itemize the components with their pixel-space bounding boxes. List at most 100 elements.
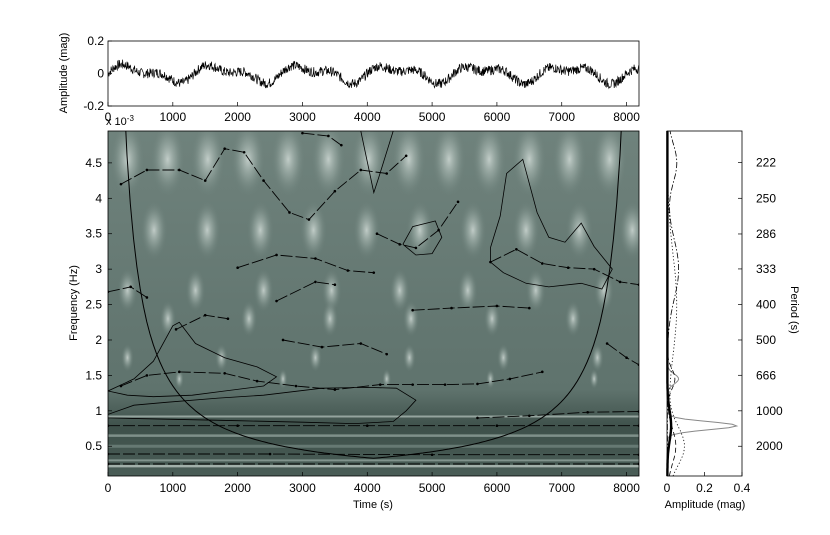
ridge-point	[359, 168, 363, 172]
power-spot	[459, 200, 487, 261]
ridge-point	[625, 356, 628, 359]
global-spectrum-panel: 0 0.2 0.4 222 250 286 333 400 500 666 1000 2000 Am…	[664, 130, 800, 511]
light-curve-xtick-label: 1000	[159, 110, 186, 124]
significance-contour	[402, 220, 443, 256]
spectrogram-ytick-label: 2	[95, 333, 102, 347]
ridge-point	[456, 200, 460, 204]
light-curve-xtick-label: 3000	[289, 110, 316, 124]
ridge-point	[540, 370, 544, 374]
spectrogram-xtick-label: 0	[105, 481, 112, 495]
ridge-point	[385, 172, 389, 175]
ridge-point	[333, 283, 337, 287]
period-tick-label: 286	[756, 227, 776, 241]
power-spot	[246, 200, 274, 261]
power-spot	[618, 200, 639, 261]
light-curve-xtick-label: 4000	[354, 110, 381, 124]
power-spot	[382, 368, 392, 389]
power-spot	[278, 368, 288, 389]
ridge-line	[477, 411, 639, 419]
global-spectrum-xtick-label: 0	[664, 481, 671, 495]
power-spot	[215, 343, 228, 372]
ridge-point	[314, 280, 317, 284]
period-tick-label: 250	[756, 191, 776, 205]
power-spot	[159, 300, 177, 337]
global-spectrum-xtick-label: 0.2	[696, 481, 713, 495]
ridge-point	[340, 143, 343, 147]
ridge-point	[476, 382, 479, 386]
ridge-point	[375, 232, 379, 236]
ridge-point	[268, 452, 272, 456]
spectrogram-ytick-label: 3.5	[85, 227, 102, 241]
power-spot	[321, 268, 342, 313]
spectrogram-xtick-label: 2000	[224, 481, 251, 495]
ridge-point	[314, 257, 317, 260]
ridge-point	[275, 299, 278, 303]
light-curve-panel: 0 1000 2000 3000 4000 5000 6000 7000 8000 0.20-0…	[58, 33, 640, 124]
ridge-point	[476, 416, 479, 420]
ridge-point	[385, 352, 389, 356]
power-spot	[589, 368, 599, 389]
power-spot	[351, 131, 386, 198]
global-spectrum-series	[667, 131, 677, 477]
ridge-point	[119, 384, 123, 388]
global-spectrum-xtick-label: 0.4	[734, 481, 751, 495]
spectrogram-xtick-label: 4000	[354, 481, 381, 495]
power-spot	[483, 300, 501, 337]
significance-contour	[108, 321, 278, 398]
ridge-point	[223, 371, 226, 375]
power-spot	[564, 300, 582, 337]
power-spot	[150, 131, 185, 198]
ridge-point	[236, 424, 239, 428]
power-spot	[230, 131, 266, 198]
ridge-line	[282, 339, 387, 355]
ridge-point	[404, 154, 408, 158]
power-spot	[565, 200, 593, 261]
light-curve-xtick-label: 6000	[484, 110, 511, 124]
ridge-point	[288, 211, 291, 214]
spectrogram-xtick-label: 8000	[613, 481, 640, 495]
ridge-point	[540, 262, 544, 265]
ridge-point	[145, 168, 149, 172]
spectrogram-xtick-label: 3000	[289, 481, 316, 495]
spectrogram-panel: 0 1000 2000 3000 4000 5000 6000 7000 8000 0.5 1 1.…	[68, 114, 640, 511]
power-spot	[391, 131, 426, 198]
light-curve-ytick-label: -0.2	[83, 99, 104, 113]
ridge-point	[528, 414, 531, 418]
power-spot	[299, 200, 327, 261]
spectrogram-ytick-label: 4.5	[85, 156, 102, 170]
ridge-point	[411, 308, 414, 312]
ridge-point	[411, 383, 414, 386]
ridge-point	[294, 384, 298, 388]
power-spot	[525, 268, 546, 313]
cone-of-influence	[125, 131, 622, 459]
power-spot	[497, 343, 510, 372]
power-spot	[406, 200, 434, 261]
power-spot	[512, 131, 547, 198]
ridge-point	[495, 424, 499, 428]
axis-exponent-label: x 10-3	[106, 114, 134, 128]
power-spot	[309, 343, 322, 372]
ridge-point	[301, 131, 304, 135]
spectrogram-xlabel: Time (s)	[353, 499, 393, 511]
period-tick-label: 222	[756, 156, 776, 170]
ridge-point	[129, 285, 132, 289]
ridge-point	[203, 313, 207, 317]
ridge-point	[414, 246, 418, 250]
power-spot	[190, 131, 225, 198]
ridge-point	[378, 383, 382, 386]
ridge-point	[605, 342, 609, 345]
power-spot	[472, 131, 507, 198]
ridge-point	[437, 228, 440, 232]
global-spectrum-xlabel: Amplitude (mag)	[665, 499, 746, 511]
ridge-point	[223, 147, 226, 151]
light-curve-ytick-label: 0	[97, 67, 104, 81]
power-spot	[592, 131, 627, 198]
power-spot	[117, 268, 138, 313]
power-spot	[321, 300, 339, 337]
ridge-point	[618, 280, 622, 284]
power-spot	[121, 343, 134, 372]
spectrogram-ytick-label: 1.5	[85, 368, 102, 382]
ridge-point	[359, 342, 363, 345]
ridge-point	[178, 168, 181, 172]
